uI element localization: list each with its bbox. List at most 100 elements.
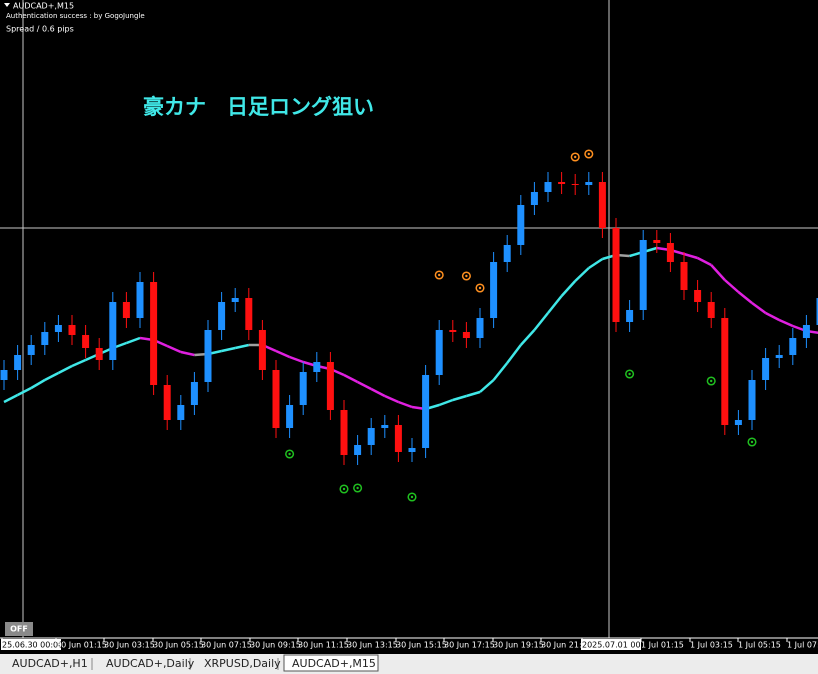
ma-line (166, 344, 182, 354)
time-label: 25.06.30 00:00 (2, 641, 63, 650)
ma-line (778, 318, 794, 328)
candle-body (558, 182, 566, 184)
ma-line (71, 358, 87, 368)
time-label: 30 Jun 21:15 (541, 641, 592, 650)
candle-body (177, 405, 185, 420)
ma-line (438, 398, 454, 407)
off-button-label[interactable]: OFF (10, 625, 28, 634)
ma-line (466, 390, 481, 398)
ma-line (574, 267, 590, 282)
spread-label: Spread / 0.6 pips (6, 25, 74, 34)
candle-body (694, 290, 702, 302)
candle-body (354, 445, 362, 455)
ma-line (357, 380, 372, 391)
sell-signal-dot (465, 274, 468, 278)
time-label: 30 Jun 03:15 (104, 641, 155, 650)
symbol-label: AUDCAD+,M15 (13, 2, 74, 11)
candle-body (394, 425, 402, 452)
time-label: 30 Jun 19:15 (493, 641, 544, 650)
tab-label[interactable]: XRPUSD,Daily (204, 657, 281, 670)
candle-body (707, 302, 715, 318)
time-label: 30 Jun 17:15 (444, 641, 495, 650)
buy-signal-dot (750, 440, 754, 444)
ma-line (560, 280, 577, 297)
candle-body (680, 262, 688, 290)
buy-signal-dot (356, 486, 359, 490)
buy-signal (285, 449, 295, 459)
buy-signal-ring (747, 437, 757, 447)
ma-line (452, 394, 467, 402)
candle-body (313, 362, 321, 372)
candle-body (190, 382, 198, 405)
time-label-highlight (581, 639, 641, 650)
sell-signal-dot (438, 273, 441, 277)
sell-signal-ring (475, 283, 485, 293)
sell-signal-dot (574, 155, 577, 159)
buy-signal (747, 437, 757, 447)
candle-body (503, 245, 511, 262)
buy-signal (339, 484, 349, 494)
ma-line (125, 336, 141, 345)
buy-signal (407, 492, 417, 502)
candle-body (204, 330, 212, 382)
buy-signal-ring (339, 484, 349, 494)
candle-body (449, 330, 457, 332)
candle-body (163, 385, 171, 420)
candle-body (54, 325, 62, 332)
tab-label[interactable]: AUDCAD+,H1 (12, 657, 88, 670)
ma-line (343, 373, 359, 384)
plot-area (0, 149, 818, 502)
ma-line (57, 364, 73, 375)
off-button[interactable] (5, 622, 33, 636)
menu-arrow[interactable] (4, 3, 10, 7)
candle-body (340, 410, 348, 455)
candle-body (748, 380, 756, 420)
ma-line (30, 378, 46, 390)
time-label: 1 Jul 05:15 (738, 641, 781, 650)
time-label: 30 Jun 15:15 (396, 641, 447, 650)
ma-line (221, 346, 236, 353)
ma-line (17, 386, 32, 397)
buy-signal (353, 483, 363, 493)
status-label: Authentication success : by GogoJungle (6, 12, 145, 20)
candle-body (95, 348, 103, 360)
candle-body (721, 318, 729, 425)
ma-line (519, 329, 536, 346)
sell-signal (475, 283, 485, 293)
time-label: 30 Jun 07:15 (201, 641, 252, 650)
ma-line (588, 257, 604, 270)
time-label-highlight (1, 639, 61, 650)
candle-body (626, 310, 634, 322)
ma-line (370, 387, 386, 398)
ma-line (710, 264, 726, 281)
candle-body (612, 228, 620, 322)
candle-body (802, 325, 810, 338)
buy-signal-dot (628, 372, 631, 376)
buy-signal-dot (342, 487, 346, 491)
tab-active[interactable] (283, 654, 379, 672)
buy-signal-ring (625, 369, 635, 379)
ma-line (234, 343, 250, 350)
sell-signal-dot (587, 152, 590, 156)
buy-signal-dot (710, 379, 713, 383)
candle-body (666, 243, 674, 262)
tab-label[interactable]: AUDCAD+,M15 (292, 657, 376, 670)
sell-signal-ring (584, 149, 594, 159)
candle-body (326, 362, 334, 410)
time-label: 1 Jul 01:15 (641, 641, 684, 650)
time-label: 30 Jun 13:15 (347, 641, 398, 650)
buy-signal-ring (353, 483, 363, 493)
candle-body (476, 318, 484, 338)
ma-line (3, 393, 19, 404)
time-label: 30 Jun 05:15 (153, 641, 204, 650)
tab-label[interactable]: AUDCAD+,Daily (106, 657, 195, 670)
ma-line (723, 279, 740, 293)
candle-body (571, 184, 579, 185)
candle-body (408, 448, 416, 452)
candle-body (490, 262, 498, 318)
candle-body (0, 370, 8, 380)
ma-line (547, 295, 563, 314)
buy-signal-ring (285, 449, 295, 459)
ma-line (737, 291, 753, 304)
